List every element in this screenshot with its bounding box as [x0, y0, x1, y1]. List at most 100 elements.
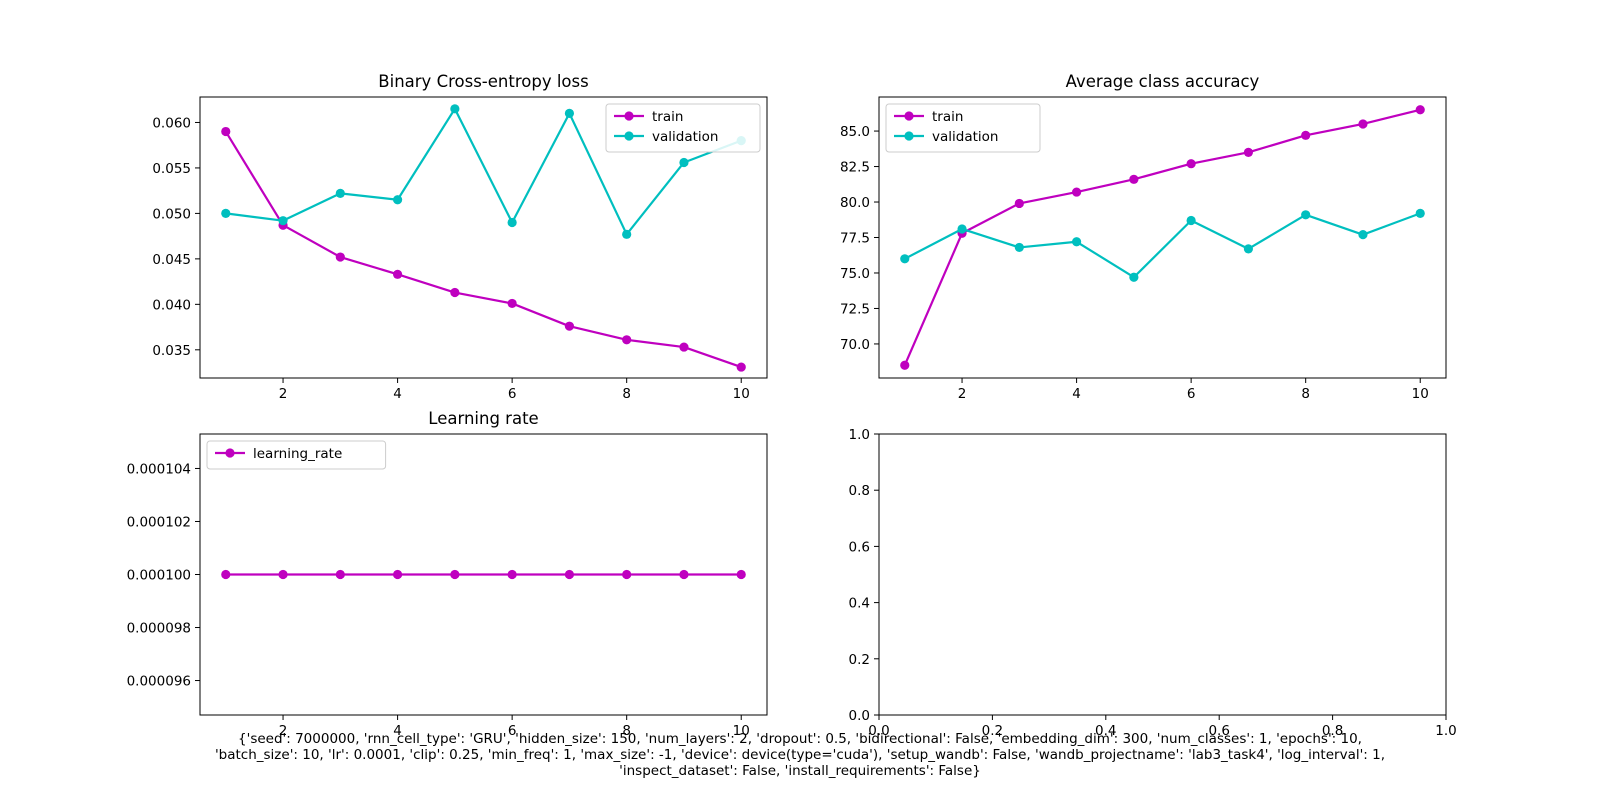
subplot-title: Learning rate [428, 409, 538, 428]
x-tick-label: 0.4 [1095, 723, 1116, 739]
y-tick-label: 0.000100 [127, 568, 191, 584]
data-point [278, 216, 288, 226]
data-point [1301, 130, 1311, 140]
legend-label: learning_rate [253, 446, 342, 462]
y-tick-label: 0.4 [849, 596, 870, 612]
legend-frame [605, 103, 761, 153]
y-tick-label: 0.000096 [127, 674, 191, 690]
series-line-train [903, 108, 1421, 366]
data-point [900, 360, 910, 370]
y-tick-label: 85.0 [840, 124, 870, 140]
y-tick-label: 0.2 [849, 652, 870, 668]
subplot-3: Learning rate 2 4 6 8 10 0.000096 0.000098 0.000… [127, 409, 768, 739]
data-point [335, 188, 345, 198]
x-tick-label: 6 [508, 386, 517, 402]
data-point [564, 569, 575, 580]
data-point [736, 569, 746, 580]
x-tick-label: 0.6 [1208, 723, 1229, 739]
data-point [392, 569, 403, 580]
data-point [392, 269, 403, 279]
data-point [1129, 272, 1139, 282]
data-point [450, 104, 460, 114]
y-tick-label: 0.050 [152, 206, 191, 222]
y-tick-label: 0.8 [849, 483, 870, 499]
data-point [900, 254, 910, 264]
data-point [507, 569, 517, 580]
x-tick-label: 10 [733, 723, 750, 739]
data-point [564, 321, 575, 331]
data-point [392, 195, 403, 205]
data-point [1243, 244, 1254, 254]
legend-marker [624, 111, 634, 121]
data-point [679, 569, 689, 580]
x-tick-label: 4 [1072, 386, 1081, 402]
x-tick-label: 0.2 [982, 723, 1003, 739]
y-tick-label: 0.055 [152, 161, 191, 177]
x-tick-label: 10 [733, 386, 750, 402]
data-point [1014, 198, 1024, 209]
data-point [736, 362, 746, 372]
data-point [1243, 147, 1254, 157]
y-tick-label: 0.000102 [127, 514, 191, 530]
x-tick-label: 6 [508, 723, 517, 739]
data-point [564, 108, 575, 118]
data-point [450, 287, 460, 298]
legend-marker [904, 111, 914, 121]
x-tick-label: 2 [958, 386, 967, 402]
data-point [1415, 105, 1425, 115]
data-point [1186, 159, 1196, 169]
data-point [1186, 215, 1196, 226]
x-tick-label: 0.8 [1322, 723, 1343, 739]
subplot-2: Average class accuracy 2 4 6 8 10 70.0 72.5 75.0… [840, 72, 1447, 402]
y-tick-label: 0.040 [152, 297, 191, 313]
legend: learning_rate [206, 440, 387, 470]
data-point [1415, 208, 1425, 218]
subplot-title: Average class accuracy [1066, 72, 1260, 91]
legend-frame [885, 103, 1041, 153]
caption-line: 'batch_size': 10, 'lr': 0.0001, 'clip': … [214, 747, 1386, 763]
x-tick-label: 4 [393, 386, 402, 402]
legend: train validation [605, 103, 761, 153]
data-point [450, 569, 460, 580]
y-tick-label: 0.6 [849, 539, 870, 555]
x-tick-label: 8 [622, 386, 631, 402]
y-tick-label: 77.5 [840, 231, 870, 247]
series-line-train [224, 130, 742, 369]
data-point [221, 126, 231, 137]
x-tick-label: 6 [1187, 386, 1196, 402]
y-tick-label: 80.0 [840, 195, 870, 211]
legend-label: train [652, 109, 683, 125]
subplot-1: Binary Cross-entropy loss 2 4 6 8 10 0.035 0.04… [152, 72, 768, 402]
data-point [221, 208, 231, 219]
data-point [679, 342, 689, 352]
data-point [1358, 230, 1368, 240]
legend-label: validation [652, 129, 718, 145]
data-point [1358, 119, 1368, 129]
data-point [1129, 174, 1139, 184]
y-tick-label: 0.035 [152, 343, 191, 359]
legend-label: validation [932, 129, 998, 145]
axes-frame [878, 433, 1447, 716]
y-tick-label: 82.5 [840, 160, 870, 176]
legend-label: train [932, 109, 963, 125]
data-point [622, 229, 632, 239]
y-tick-label: 0.000104 [127, 461, 191, 477]
data-point [221, 569, 231, 580]
data-point [957, 224, 967, 234]
data-point [507, 217, 517, 228]
x-tick-label: 10 [1412, 386, 1429, 402]
y-tick-label: 72.5 [840, 301, 870, 317]
x-tick-label: 2 [279, 723, 288, 739]
x-tick-label: 2 [279, 386, 288, 402]
data-point [335, 569, 345, 580]
series-line-validation [225, 107, 742, 236]
data-point [1014, 242, 1024, 253]
caption-line: 'inspect_dataset': False, 'install_requi… [619, 763, 981, 779]
caption-line: {'seed': 7000000, 'rnn_cell_type': 'GRU'… [238, 731, 1362, 747]
series-line-validation [904, 212, 1421, 279]
legend-marker [624, 131, 634, 141]
y-tick-label: 75.0 [840, 266, 870, 282]
x-tick-label: 8 [622, 723, 631, 739]
y-tick-label: 0.000098 [127, 621, 191, 637]
